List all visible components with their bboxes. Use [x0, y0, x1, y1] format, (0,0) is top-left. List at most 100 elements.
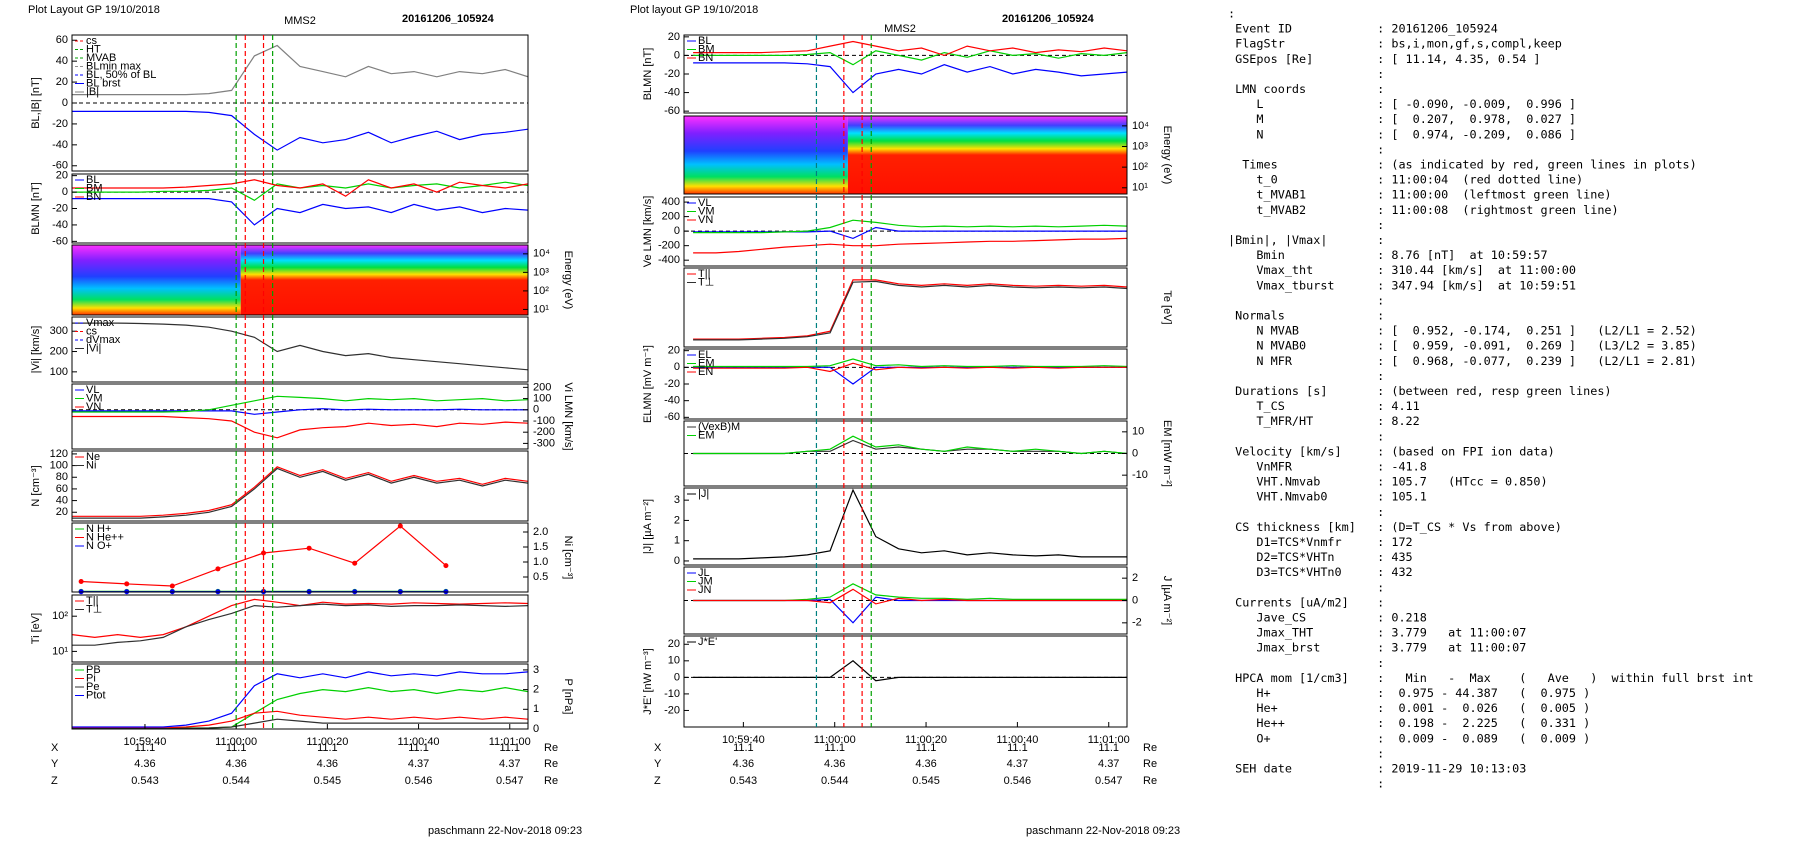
y-tick-label: 200 — [662, 211, 680, 223]
series-line — [72, 181, 528, 202]
series-point — [306, 545, 312, 551]
y-tick-label: 10⁴ — [1132, 120, 1149, 132]
y-axis-label: BLMN [nT] — [30, 182, 42, 235]
ephemeris-value: 4.36 — [134, 758, 155, 770]
y-tick-label: 100 — [533, 392, 551, 404]
ephemeris-value: 4.37 — [1007, 758, 1028, 770]
series-point — [397, 523, 403, 529]
legend-entry: cs — [86, 35, 98, 47]
panel-frame — [71, 173, 529, 244]
legend-entry: VN — [86, 401, 101, 413]
legend-entry: EM — [698, 357, 715, 369]
y-tick-label: 100 — [50, 459, 68, 471]
y-tick-label: 20 — [668, 345, 680, 357]
legend-entry: BM — [86, 182, 103, 194]
ephemeris-value: 0.545 — [912, 775, 940, 787]
summary-line: N MVAB : [ 0.952, -0.174, 0.251 ] (L2/L1… — [1228, 324, 1697, 338]
y-tick-label: -20 — [52, 202, 68, 214]
summary-line: Vmax_tht : 310.44 [km/s] at 11:00:00 — [1228, 263, 1576, 277]
ephemeris-label: X — [51, 742, 59, 754]
y-tick-label: 400 — [662, 196, 680, 208]
ephemeris-value: 4.36 — [915, 758, 936, 770]
y-tick-label: 0 — [674, 555, 680, 567]
y-tick-label: -60 — [52, 160, 68, 172]
y-tick-label: 0 — [62, 97, 68, 109]
panel-frame — [71, 383, 529, 450]
series-line — [693, 40, 1127, 57]
panel-frame — [71, 450, 529, 522]
y-tick-label: 300 — [50, 325, 68, 337]
ephemeris-value: 11.1 — [499, 742, 520, 754]
y-tick-label: -10 — [664, 688, 680, 700]
legend-entry: HT — [86, 43, 101, 55]
series-line — [72, 467, 528, 519]
ephemeris-value: 4.37 — [499, 758, 520, 770]
x-tick-label: 11:01:00 — [1088, 734, 1130, 746]
summary-line: He+ : 0.001 - 0.026 ( 0.005 ) — [1228, 701, 1590, 715]
spectrogram-after — [847, 116, 1127, 194]
y-tick-label: -60 — [664, 105, 680, 117]
y-tick-label: 0 — [533, 404, 539, 416]
legend-entry: cs — [86, 325, 98, 337]
summary-line: D3=TCS*VHTn0 : 432 — [1228, 565, 1413, 579]
series-line — [693, 358, 1127, 368]
legend-entry: BLmin max — [86, 60, 142, 72]
legend-entry: (VexB)M — [698, 421, 740, 433]
y-axis-label: |Vi| [km/s] — [30, 326, 42, 374]
summary-line: t_MVAB2 : 11:00:08 (rightmost green line… — [1228, 203, 1619, 217]
y-tick-label: 10 — [1132, 426, 1144, 438]
legend-entry: Ptot — [86, 689, 106, 701]
legend-entry: Pi — [86, 672, 96, 684]
series-line — [693, 488, 1127, 560]
ephemeris-value: 11.1 — [135, 742, 156, 754]
panel-frame — [71, 594, 529, 663]
y-tick-label: -40 — [52, 139, 68, 151]
legend-entry: Ni — [86, 459, 96, 471]
ephemeris-unit: Re — [544, 742, 558, 754]
y-tick-label: 10³ — [1132, 140, 1148, 152]
y-tick-label: 10² — [52, 610, 68, 622]
summary-line: : — [1228, 7, 1235, 21]
series-point — [443, 563, 449, 569]
ephemeris-value: 0.547 — [496, 775, 524, 787]
legend-entry: |B| — [86, 86, 99, 98]
ephemeris-value: 11.1 — [1007, 742, 1028, 754]
figure: Plot Layout GP 19/10/2018 MMS2 20161206_10… — [28, 4, 582, 837]
summary-line: : — [1228, 777, 1384, 791]
legend-entry: JL — [698, 567, 710, 579]
x-tick-label: 11:00:40 — [398, 736, 440, 748]
legend-entry: dVmax — [86, 334, 121, 346]
series-line — [72, 179, 528, 197]
y-tick-label: 1.0 — [533, 556, 548, 568]
y-tick-label: -20 — [52, 118, 68, 130]
ephemeris-unit: Re — [1143, 758, 1157, 770]
y-tick-label: 0 — [674, 361, 680, 373]
y-axis-label: J [µA m⁻²] — [1161, 576, 1173, 625]
legend-entry: |J| — [698, 488, 709, 500]
x-tick-label: 10:59:40 — [722, 734, 765, 746]
y-axis-label: Ve LMN [km/s] — [642, 196, 654, 268]
footer: paschmann 22-Nov-2018 09:23 — [428, 825, 582, 837]
summary-line: N MFR : [ 0.968, -0.077, 0.239 ] (L2/L1 … — [1228, 354, 1697, 368]
panel-frame — [683, 34, 1128, 114]
y-tick-label: 40 — [56, 55, 68, 67]
series-line — [693, 366, 1127, 385]
ephemeris-value: 4.36 — [225, 758, 246, 770]
legend-entry: VL — [698, 197, 711, 209]
ephemeris-value: 0.546 — [1004, 775, 1032, 787]
y-axis-label: J*E' [nW m⁻³] — [642, 648, 654, 715]
summary-line: Velocity [km/s] : (based on FPI ion data… — [1228, 444, 1555, 458]
panel-frame — [71, 522, 529, 593]
summary-line: Jmax_THT : 3.779 at 11:00:07 — [1228, 626, 1526, 640]
ephemeris-value: 0.546 — [405, 775, 433, 787]
ephemeris-unit: Re — [544, 758, 558, 770]
legend-entry: BN — [86, 191, 101, 203]
ephemeris-value: 0.544 — [222, 775, 250, 787]
legend-entry: EM — [698, 429, 715, 441]
summary-line: t_MVAB1 : 11:00:00 (leftmost green line) — [1228, 188, 1612, 202]
y-tick-label: 20 — [668, 31, 680, 43]
ephemeris-unit: Re — [544, 775, 558, 787]
summary-line: SEH date : 2019-11-29 10:13:03 — [1228, 762, 1526, 776]
legend-entry: Pe — [86, 681, 99, 693]
